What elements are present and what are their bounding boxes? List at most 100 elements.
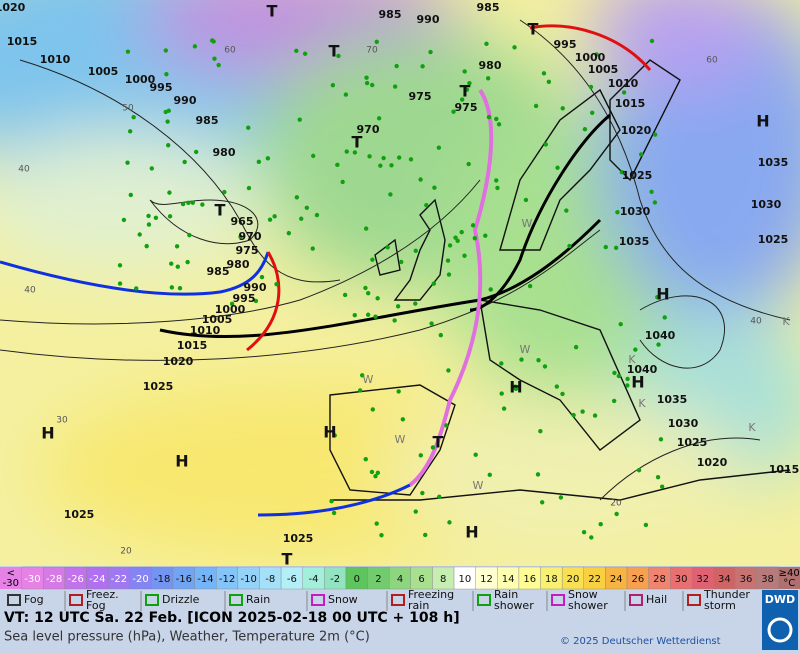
cold-front xyxy=(257,483,411,517)
rain-dot xyxy=(420,64,425,69)
rain-dot xyxy=(335,162,340,168)
rain-dot xyxy=(329,499,334,504)
rain-dot xyxy=(418,177,423,182)
rain-dot xyxy=(373,314,378,319)
weather-legend: Fog Freez.Fog Drizzle Rain Snow FreezingrainR… xyxy=(7,588,750,612)
rain-dot xyxy=(564,208,569,213)
rain-dot xyxy=(190,200,195,205)
rain-dot xyxy=(389,163,394,168)
grid-label: 20 xyxy=(120,547,132,557)
grid-label: 60 xyxy=(224,46,236,56)
rain-dot xyxy=(436,145,442,150)
rain-dot xyxy=(229,301,235,307)
airmass-label: K xyxy=(628,353,636,366)
rain-dot xyxy=(363,285,368,291)
pressure-label: 975 xyxy=(409,90,432,103)
rain-dot xyxy=(625,376,630,382)
rain-dot xyxy=(462,253,467,258)
rain-dot xyxy=(238,234,243,239)
pressure-system: T xyxy=(282,550,293,569)
trough-line xyxy=(159,218,602,339)
rain-dot xyxy=(636,467,642,473)
rain-dot xyxy=(554,384,560,389)
rain-dot xyxy=(388,192,393,197)
rain-dot xyxy=(370,82,375,88)
rain-dot xyxy=(343,92,349,97)
airmass-label: W xyxy=(520,343,531,356)
rain-dot xyxy=(428,49,433,55)
rain-dot xyxy=(638,152,644,157)
pressure-system: T xyxy=(433,433,444,452)
rain-dot xyxy=(121,217,127,223)
scale-label: 22 xyxy=(588,574,601,585)
scale-label: -8 xyxy=(265,574,275,585)
pressure-system: H xyxy=(756,112,769,131)
rain-dot xyxy=(590,110,595,116)
rain-dot xyxy=(462,69,467,74)
rain-dot xyxy=(186,200,191,206)
color-scale: <-30 -30 -28 -26 -24 -22 -20 -18 -16 -14 -12 -10 -8-… xyxy=(0,566,800,590)
rain-dot xyxy=(445,258,451,263)
warm-front xyxy=(246,251,281,352)
pressure-label: 1015 xyxy=(177,339,208,352)
rain-dot xyxy=(314,212,320,218)
rain-dot xyxy=(444,423,449,428)
rain-dot xyxy=(598,521,603,527)
rain-dot xyxy=(539,500,545,505)
pressure-label: 1025 xyxy=(758,233,789,246)
rain-dot xyxy=(297,117,302,122)
map: 1020101510101005100099599098598096597097… xyxy=(0,0,800,569)
rain-dot xyxy=(613,245,619,251)
rain-dot xyxy=(459,229,464,235)
weather-label: Rain xyxy=(494,588,518,601)
scale-label: -28 xyxy=(46,574,62,585)
rain-dot xyxy=(177,286,183,291)
pressure-label: 1025 xyxy=(143,380,174,393)
weather-label: Snow xyxy=(328,593,358,606)
weather-icon xyxy=(7,594,21,606)
rain-dot xyxy=(365,312,371,317)
rain-dot xyxy=(193,149,199,155)
pressure-label: 1030 xyxy=(668,417,699,430)
pressure-label: 1025 xyxy=(283,532,314,545)
rain-dot xyxy=(363,226,369,231)
pressure-label: 985 xyxy=(196,114,219,127)
cold-front xyxy=(0,251,270,296)
rain-dot xyxy=(649,189,654,194)
rain-dot xyxy=(430,445,436,450)
weather-icon xyxy=(311,594,325,606)
pressure-label: 985 xyxy=(477,1,500,14)
rain-dot xyxy=(332,433,337,438)
weather-icon xyxy=(145,594,159,606)
rain-dot xyxy=(499,361,504,366)
rain-dot xyxy=(149,166,154,171)
weather-label: Fog xyxy=(86,599,106,612)
pressure-label: 1035 xyxy=(657,393,688,406)
rain-dot xyxy=(603,244,608,250)
pressure-label: 1010 xyxy=(40,53,71,66)
rain-dot xyxy=(163,109,168,115)
scale-label: -6 xyxy=(287,574,297,585)
valid-time: VT: 12 UTC Sa. 22 Feb. [ICON 2025-02-18 … xyxy=(4,610,460,626)
dwd-logo-text: DWD xyxy=(765,593,795,606)
scale-label: -24 xyxy=(89,574,105,585)
scale-cell xyxy=(0,567,22,589)
grid-label: 40 xyxy=(18,165,30,175)
pressure-label: 1015 xyxy=(7,35,38,48)
pressure-system: H xyxy=(656,285,669,304)
rain-dot xyxy=(487,472,492,477)
rain-dot xyxy=(512,45,517,50)
rain-dot xyxy=(424,202,429,208)
rain-dot xyxy=(330,83,336,88)
rain-dot xyxy=(655,295,660,300)
rain-dot xyxy=(370,407,375,412)
rain-dot xyxy=(541,71,547,76)
rain-dot xyxy=(536,357,541,363)
rain-dot xyxy=(467,80,472,86)
grid-label: 30 xyxy=(56,416,68,426)
rain-dot xyxy=(560,106,565,111)
rain-dot xyxy=(375,296,380,301)
rain-dot xyxy=(431,281,437,286)
rain-dot xyxy=(592,413,598,418)
rain-dot xyxy=(216,62,221,68)
